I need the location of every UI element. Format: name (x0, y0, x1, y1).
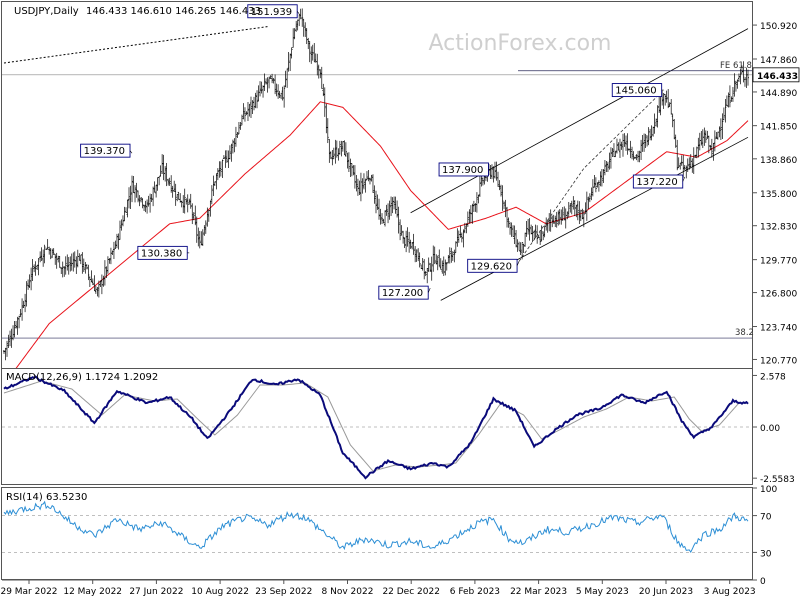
date-axis: 29 Mar 2022 12 May 2022 27 Jun 2022 10 Aug … (0, 579, 756, 597)
macd-line (3, 375, 749, 480)
price-tick-label: 141.850 (760, 123, 797, 133)
annotation-leader (129, 150, 133, 154)
rsi-tick-label: 100 (760, 485, 777, 495)
price-tick-label: 138.860 (760, 156, 797, 166)
annotation-leader (682, 176, 686, 182)
macd-axis: 2.578 0.00 -2.5583 (752, 372, 795, 485)
price-tick-label: 120.770 (760, 356, 797, 366)
annotation-leader (427, 288, 431, 293)
price-panel (1, 1, 753, 369)
price-annotation: 151.939 (251, 7, 292, 18)
macd-title: MACD(12,26,9) 1.1724 1.2092 (6, 372, 158, 383)
macd-tick-label: 0.00 (760, 424, 780, 434)
macd-tick-label: -2.5583 (760, 475, 795, 485)
price-annotations: FE 61.8 38.2 151.939 139.370 130.380 127.200 1… (80, 4, 754, 338)
price-annotation: 130.380 (141, 248, 182, 259)
macd-lines (3, 375, 749, 480)
rsi-tick-label: 0 (760, 577, 766, 587)
price-tick-label: 129.770 (760, 257, 797, 267)
x-tick-label: 5 May 2023 (576, 587, 629, 597)
rsi-tick-label: 70 (760, 513, 772, 523)
rsi-line (3, 500, 749, 554)
channel-lower-line (440, 136, 749, 301)
price-tick-label: 144.890 (760, 89, 797, 99)
annotation-leader (516, 261, 520, 266)
watermark: ActionForex.com (429, 31, 612, 56)
price-tick-label: 135.800 (760, 190, 797, 200)
current-price-label: 146.433 (757, 72, 798, 82)
x-tick-label: 23 Sep 2022 (255, 587, 312, 597)
price-annotation: 139.370 (84, 146, 125, 157)
price-annotation: 137.220 (636, 177, 677, 188)
x-tick-label: 22 Mar 2023 (510, 587, 567, 597)
price-tick-label: 123.740 (760, 324, 797, 334)
x-tick-label: 22 Dec 2022 (382, 587, 440, 597)
price-tick-label: 132.830 (760, 223, 797, 233)
x-tick-label: 12 May 2022 (63, 587, 122, 597)
rsi-title: RSI(14) 63.5230 (6, 492, 87, 503)
rsi-axis: 100 70 30 0 (752, 485, 777, 587)
x-tick-label: 20 Jun 2023 (639, 587, 693, 597)
wave-projection (518, 89, 664, 262)
current-price-box (752, 67, 800, 83)
x-tick-label: 6 Feb 2023 (450, 587, 500, 597)
ohlc-label: 146.433 146.610 146.265 146.433 (86, 6, 261, 17)
price-annotation: 137.900 (442, 165, 483, 176)
price-annotation-box (438, 162, 489, 177)
channel-upper-line (410, 28, 749, 214)
symbol-label: USDJPY,Daily (14, 6, 79, 17)
moving-average (15, 101, 749, 368)
macd-tick-label: 2.578 (760, 372, 786, 382)
x-tick-label: 8 Nov 2022 (322, 587, 374, 597)
sma-line (15, 101, 749, 368)
rsi-grid (2, 515, 752, 553)
price-axis: 150.920 147.860 144.890 141.850 138.860 135.8… (752, 22, 800, 366)
fib-label: 38.2 (735, 328, 754, 338)
fe-label: FE 61.8 (720, 61, 752, 71)
price-annotation: 127.200 (382, 288, 423, 299)
price-annotation: 145.060 (615, 86, 656, 97)
price-tick-label: 147.860 (760, 56, 797, 66)
chart-header: USDJPY,Daily 146.433 146.610 146.265 146… (14, 6, 261, 17)
macd-panel (1, 368, 753, 485)
rsi-panel (1, 487, 753, 580)
rsi-tick-label: 30 (760, 549, 772, 559)
price-overlays (2, 25, 752, 339)
price-tick-label: 126.800 (760, 290, 797, 300)
x-tick-label: 29 Mar 2022 (0, 587, 57, 597)
x-tick-label: 3 Aug 2023 (704, 587, 756, 597)
rsi-line (3, 500, 749, 554)
annotation-leader (296, 11, 300, 14)
x-tick-label: 27 Jun 2022 (129, 587, 183, 597)
price-tick-label: 150.920 (760, 22, 797, 32)
dotted-trendline (3, 25, 270, 64)
x-tick-label: 10 Aug 2022 (191, 587, 249, 597)
candles (3, 8, 749, 361)
price-annotation: 129.620 (471, 261, 512, 272)
